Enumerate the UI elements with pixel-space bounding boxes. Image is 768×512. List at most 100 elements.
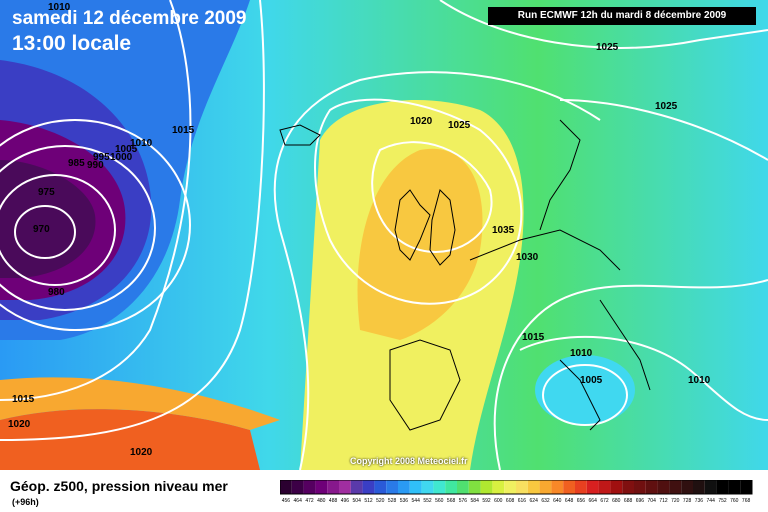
scale-swatch xyxy=(433,480,446,494)
scale-label: 640 xyxy=(553,498,562,504)
scale-swatch xyxy=(586,480,599,494)
scale-label: 552 xyxy=(423,498,432,504)
scale-label: 736 xyxy=(695,498,704,504)
isobar-label: 1010 xyxy=(48,2,71,13)
isobar-label: 1005 xyxy=(580,375,603,386)
scale-swatch xyxy=(693,480,705,494)
copyright-text: Copyright 2008 Meteociel.fr xyxy=(350,456,468,466)
scale-swatch xyxy=(362,480,375,494)
scale-label: 464 xyxy=(294,498,303,504)
scale-label: 608 xyxy=(506,498,515,504)
isobar-label: 1015 xyxy=(172,125,195,136)
scale-swatch xyxy=(716,480,729,494)
scale-swatch xyxy=(575,480,587,494)
scale-label: 616 xyxy=(518,498,527,504)
pressure-map: 1010 1015 1010 1005 1000 995 990 985 975… xyxy=(0,0,768,470)
scale-label: 496 xyxy=(341,498,350,504)
scale-swatch xyxy=(374,480,387,494)
isobar-label: 1010 xyxy=(688,375,711,386)
scale-swatch xyxy=(681,480,693,494)
isobar-label: 1025 xyxy=(596,42,619,53)
ridge-orange xyxy=(357,148,483,340)
isobar-label: 1020 xyxy=(8,419,31,430)
scale-swatch xyxy=(504,480,516,494)
scale-label: 488 xyxy=(329,498,338,504)
isobar-label: 980 xyxy=(48,287,65,298)
scale-label: 728 xyxy=(683,498,692,504)
scale-label: 536 xyxy=(400,498,409,504)
scale-label: 704 xyxy=(648,498,657,504)
scale-label: 528 xyxy=(388,498,397,504)
scale-swatch xyxy=(327,480,339,494)
scale-label: 504 xyxy=(353,498,362,504)
isobar-label: 1015 xyxy=(12,394,35,405)
scale-swatch xyxy=(492,480,505,494)
scale-swatch xyxy=(610,480,623,494)
scale-swatch xyxy=(634,480,646,494)
isobar-label: 1035 xyxy=(492,225,515,236)
scale-label: 624 xyxy=(530,498,539,504)
scale-swatch xyxy=(645,480,658,494)
isobar-label: 1000 xyxy=(110,152,133,163)
scale-swatch xyxy=(315,480,328,494)
scale-swatch xyxy=(468,480,481,494)
scale-label: 584 xyxy=(471,498,480,504)
scale-swatch xyxy=(398,480,410,494)
scale-label: 672 xyxy=(600,498,609,504)
scale-swatch xyxy=(622,480,634,494)
scale-label: 656 xyxy=(577,498,586,504)
scale-swatch xyxy=(539,480,552,494)
model-run-label: Run ECMWF 12h du mardi 8 décembre 2009 xyxy=(488,7,756,25)
isobar-label: 1010 xyxy=(570,348,593,359)
scale-label: 512 xyxy=(364,498,373,504)
scale-swatch xyxy=(445,480,457,494)
isobar-label: 1025 xyxy=(448,120,471,131)
isobar-label: 975 xyxy=(38,187,55,198)
scale-label: 600 xyxy=(494,498,503,504)
isobar-label: 1020 xyxy=(130,447,153,458)
scale-label: 768 xyxy=(742,498,751,504)
scale-label: 744 xyxy=(707,498,716,504)
color-scale: 456 464 472 480 488 496 504 512 520 528 536 544 552 5… xyxy=(280,480,753,504)
legend-bar: Géop. z500, pression niveau mer (+96h) 4… xyxy=(0,470,768,512)
scale-label: 664 xyxy=(589,498,598,504)
scale-label: 544 xyxy=(412,498,421,504)
scale-label: 696 xyxy=(636,498,645,504)
isobar-label: 1025 xyxy=(655,101,678,112)
scale-label: 648 xyxy=(565,498,574,504)
warm-sw xyxy=(0,409,260,470)
isobar-label: 1030 xyxy=(516,252,539,263)
scale-swatch xyxy=(386,480,398,494)
scale-swatch xyxy=(409,480,422,494)
scale-swatch xyxy=(527,480,540,494)
scale-label: 752 xyxy=(718,498,727,504)
scale-label: 760 xyxy=(730,498,739,504)
scale-label: 456 xyxy=(282,498,291,504)
scale-swatch xyxy=(421,480,434,494)
legend-title: Géop. z500, pression niveau mer xyxy=(10,478,228,494)
scale-swatch xyxy=(598,480,611,494)
isobar-label: 1020 xyxy=(410,116,433,127)
scale-label: 680 xyxy=(612,498,621,504)
scale-label: 472 xyxy=(305,498,314,504)
scale-label: 592 xyxy=(482,498,491,504)
coastlines xyxy=(279,119,651,431)
scale-swatch xyxy=(457,480,469,494)
scale-label: 712 xyxy=(659,498,668,504)
scale-swatch xyxy=(563,480,575,494)
scale-swatch xyxy=(551,480,564,494)
scale-label: 560 xyxy=(435,498,444,504)
scale-label: 632 xyxy=(541,498,550,504)
isobar-label: 990 xyxy=(87,160,104,171)
scale-label: 576 xyxy=(459,498,468,504)
isobar-label: 1015 xyxy=(522,332,545,343)
scale-swatch xyxy=(669,480,682,494)
isobar-label: 1010 xyxy=(130,138,153,149)
scale-label: 480 xyxy=(317,498,326,504)
legend-subtitle: (+96h) xyxy=(12,497,39,507)
scale-label: 568 xyxy=(447,498,456,504)
scale-swatch xyxy=(303,480,316,494)
scale-swatch xyxy=(280,480,292,494)
isobar-lines xyxy=(0,0,768,470)
scale-label: 520 xyxy=(376,498,385,504)
